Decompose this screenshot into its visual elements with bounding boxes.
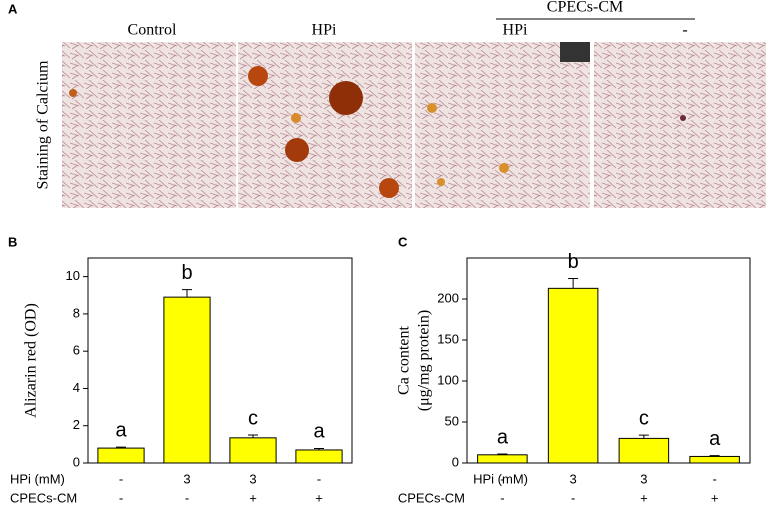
y-tick-label: 4 [73, 380, 80, 395]
micrograph-corner [560, 42, 590, 62]
row-label: HPi (mM) [10, 471, 65, 486]
bar [295, 449, 343, 464]
row-value: 3 [570, 471, 577, 486]
row-value: - [712, 471, 716, 486]
column-label: HPi [312, 22, 337, 39]
annotation: a [709, 428, 721, 450]
bar [163, 296, 211, 464]
bar [477, 454, 528, 464]
annotation: c [639, 407, 649, 429]
row-value: 3 [183, 471, 190, 486]
stain-spot [379, 178, 399, 198]
y-tick-label: 0 [452, 454, 459, 469]
error-bar [182, 289, 192, 298]
micrograph [594, 42, 766, 208]
row-value: + [711, 490, 719, 505]
error-bar [497, 453, 508, 455]
bar [689, 455, 740, 464]
error-bar [116, 446, 126, 449]
stain-spot [427, 103, 437, 113]
error-bar [248, 434, 258, 438]
y-tick-label: 2 [73, 417, 80, 432]
row-value: 3 [249, 471, 256, 486]
bar [618, 437, 670, 464]
y-axis-label: Ca content [396, 326, 413, 395]
error-bar [568, 278, 579, 289]
y-tick-label: 10 [66, 268, 80, 283]
annotation: b [568, 251, 579, 273]
row-value: + [315, 490, 323, 505]
panel-label: B [8, 234, 17, 249]
row-label: HPi (mM) [473, 471, 528, 486]
y-axis-label: (μg/mg protein) [416, 310, 433, 411]
plot-frame [87, 257, 353, 464]
error-bar [638, 434, 649, 439]
y-tick-label: 0 [73, 454, 80, 469]
column-label: HPi [503, 22, 528, 39]
row-value: - [571, 490, 575, 505]
row-value: - [317, 471, 321, 486]
stain-spot [680, 115, 686, 121]
stain-spot [437, 178, 445, 186]
stain-spot [499, 163, 509, 173]
group-label: CPECs-CM [547, 0, 623, 16]
y-axis-label: Alizarin red (OD) [23, 303, 40, 418]
y-tick-label: 8 [73, 305, 80, 320]
y-tick-label: 6 [73, 343, 80, 358]
bar [97, 447, 145, 464]
stain-spot [285, 138, 309, 162]
micrographs [62, 42, 766, 208]
row-value: 3 [640, 471, 647, 486]
plot-frame [466, 257, 751, 464]
row-value: - [119, 490, 123, 505]
row-value: - [500, 471, 504, 486]
row-value: + [249, 490, 257, 505]
stain-spot [329, 81, 363, 115]
panel-label: A [8, 1, 18, 16]
y-axis-label: Staining of Calcium [35, 60, 52, 189]
bar [547, 287, 599, 464]
stain-spot [69, 89, 77, 97]
y-tick-label: 100 [437, 372, 459, 387]
micrograph [62, 42, 236, 208]
row-label: CPECs-CM [398, 490, 465, 505]
error-bar [709, 455, 720, 457]
y-tick-label: 200 [437, 290, 459, 305]
annotation: a [313, 421, 325, 443]
bar [229, 437, 277, 464]
annotation: b [181, 262, 192, 284]
row-label: CPECs-CM [10, 490, 77, 505]
error-bar [314, 447, 324, 450]
stain-spot [291, 113, 301, 123]
annotation: c [248, 407, 258, 429]
y-tick-label: 50 [445, 413, 459, 428]
annotation: a [497, 426, 509, 448]
column-label: - [682, 22, 687, 39]
y-tick-label: 150 [437, 331, 459, 346]
panel-label: C [398, 234, 408, 249]
row-value: - [185, 490, 189, 505]
row-value: - [119, 471, 123, 486]
column-label: Control [128, 22, 177, 39]
annotation: a [115, 419, 127, 441]
stain-spot [248, 66, 268, 86]
row-value: - [500, 490, 504, 505]
row-value: + [640, 490, 648, 505]
